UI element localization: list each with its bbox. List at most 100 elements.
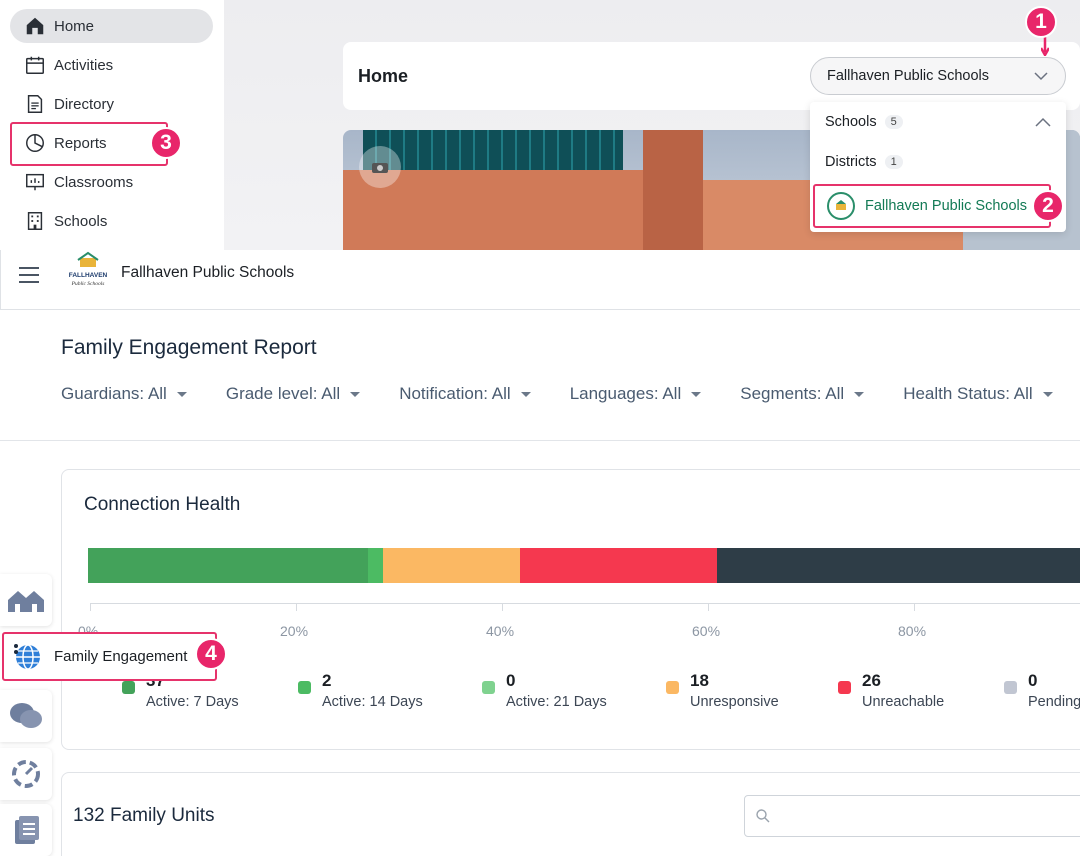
banner-tower (643, 130, 703, 250)
x-tick-label: 20% (280, 623, 309, 639)
school-logo-icon (827, 192, 855, 220)
search-icon (756, 809, 770, 823)
nav-label: Schools (54, 212, 108, 230)
filter-grade-level[interactable]: Grade level: All (226, 382, 361, 406)
building-icon (24, 210, 46, 232)
caret-down-icon (854, 391, 865, 397)
section-divider (0, 440, 1080, 441)
legend-label: Active: 7 Days (146, 694, 239, 710)
document-icon (24, 93, 46, 115)
camera-icon (372, 163, 388, 173)
nav-item-activities[interactable]: Activities (10, 48, 213, 82)
popup-label: Family Engagement (54, 648, 188, 665)
school-select[interactable]: Fallhaven Public Schools (810, 57, 1066, 95)
group-label: Districts (825, 154, 877, 170)
home-card: Home Fallhaven Public Schools (343, 42, 1080, 110)
chat-bubbles-icon (10, 703, 42, 728)
legend-count: 18 (690, 671, 709, 690)
dropdown-option-school[interactable]: Fallhaven Public Schools (813, 184, 1051, 228)
bar-segment-0 (88, 548, 368, 583)
legend-label: Active: 21 Days (506, 694, 607, 710)
chart-title: Connection Health (84, 494, 241, 515)
x-tick (90, 603, 91, 611)
family-units-title: 132 Family Units (73, 805, 215, 826)
connection-health-card: Connection Health 37 Active: 7 Days 2 Ac… (61, 469, 1080, 750)
banner-wall (343, 170, 663, 250)
legend-count: 0 (1028, 671, 1038, 690)
nav-item-home[interactable]: Home (10, 9, 213, 43)
group-label: Schools (825, 114, 877, 130)
group-count: 5 (884, 115, 903, 129)
filter-bar: Guardians: All Grade level: All Notifica… (61, 382, 1080, 406)
nav-label: Home (54, 17, 95, 35)
filter-segments[interactable]: Segments: All (740, 382, 865, 406)
org-name: Fallhaven Public Schools (121, 264, 295, 281)
documents-icon (15, 816, 39, 844)
legend-swatch (122, 681, 135, 694)
nav-item-reports[interactable]: Reports (10, 126, 213, 160)
app-header: FALLHAVEN Public Schools Fallhaven Publi… (0, 250, 1080, 310)
nav-item-directory[interactable]: Directory (10, 87, 213, 121)
nav-label: Directory (54, 95, 115, 113)
filter-guardians[interactable]: Guardians: All (61, 382, 187, 406)
search-box (744, 795, 1080, 837)
nav-item-schools[interactable]: Schools (10, 204, 213, 238)
nav-label: Reports (54, 134, 107, 152)
legend-count: 26 (862, 671, 881, 690)
x-tick (502, 603, 503, 611)
search-input[interactable] (781, 804, 1080, 828)
filter-health-status[interactable]: Health Status: All (903, 382, 1053, 406)
stacked-bar (88, 548, 1080, 583)
step-badge-3: 3 (150, 127, 182, 159)
caret-down-icon (1042, 391, 1053, 397)
rail-dashboard-button[interactable] (0, 748, 52, 800)
caret-down-icon (176, 391, 187, 397)
nav-label: Classrooms (54, 173, 134, 191)
menu-icon[interactable] (19, 267, 39, 287)
caret-down-icon (520, 391, 531, 397)
camera-button[interactable] (359, 146, 401, 188)
x-tick (914, 603, 915, 611)
org-logo: FALLHAVEN Public Schools (69, 251, 108, 287)
reports-highlight (10, 122, 168, 166)
filter-notification[interactable]: Notification: All (399, 382, 531, 406)
rail-home-button[interactable] (0, 574, 52, 626)
legend-label: Pending (1028, 694, 1080, 710)
svg-text:FALLHAVEN: FALLHAVEN (69, 272, 108, 279)
step-badge-4: 4 (195, 638, 227, 670)
rail-messages-button[interactable] (0, 690, 52, 742)
nav-item-classrooms[interactable]: Classrooms (10, 165, 213, 199)
filter-languages[interactable]: Languages: All (570, 382, 702, 406)
legend-label: Unresponsive (690, 694, 779, 710)
rail-documents-button[interactable] (0, 804, 52, 856)
school-select-value: Fallhaven Public Schools (827, 68, 990, 84)
presentation-icon (24, 171, 46, 193)
dropdown-group-districts[interactable]: Districts 1 (825, 154, 903, 170)
legend-label: Active: 14 Days (322, 694, 423, 710)
chevron-up-icon[interactable] (1034, 116, 1052, 128)
bar-segment-5 (717, 548, 1080, 583)
legend-swatch (838, 681, 851, 694)
calendar-icon (24, 54, 46, 76)
family-units-card: 132 Family Units (61, 772, 1080, 856)
x-tick-label: 60% (692, 623, 721, 639)
page-title: Home (358, 66, 409, 86)
home-icon (24, 15, 46, 37)
legend-swatch (666, 681, 679, 694)
pie-chart-icon (24, 132, 46, 154)
svg-text:Public Schools: Public Schools (71, 281, 105, 287)
step-badge-2: 2 (1032, 190, 1064, 222)
family-engagement-menu-item[interactable]: Family Engagement (2, 632, 217, 681)
chevron-down-icon (1034, 72, 1048, 81)
bar-segment-1 (368, 548, 383, 583)
option-label: Fallhaven Public Schools (865, 198, 1028, 214)
x-tick-label: 80% (898, 623, 927, 639)
legend-count: 2 (322, 671, 332, 690)
caret-down-icon (691, 391, 702, 397)
dropdown-group-schools[interactable]: Schools 5 (825, 114, 903, 130)
legend-swatch (482, 681, 495, 694)
caret-down-icon (350, 391, 361, 397)
legend-label: Unreachable (862, 694, 945, 710)
x-tick-label: 40% (486, 623, 515, 639)
report-title: Family Engagement Report (61, 336, 317, 359)
